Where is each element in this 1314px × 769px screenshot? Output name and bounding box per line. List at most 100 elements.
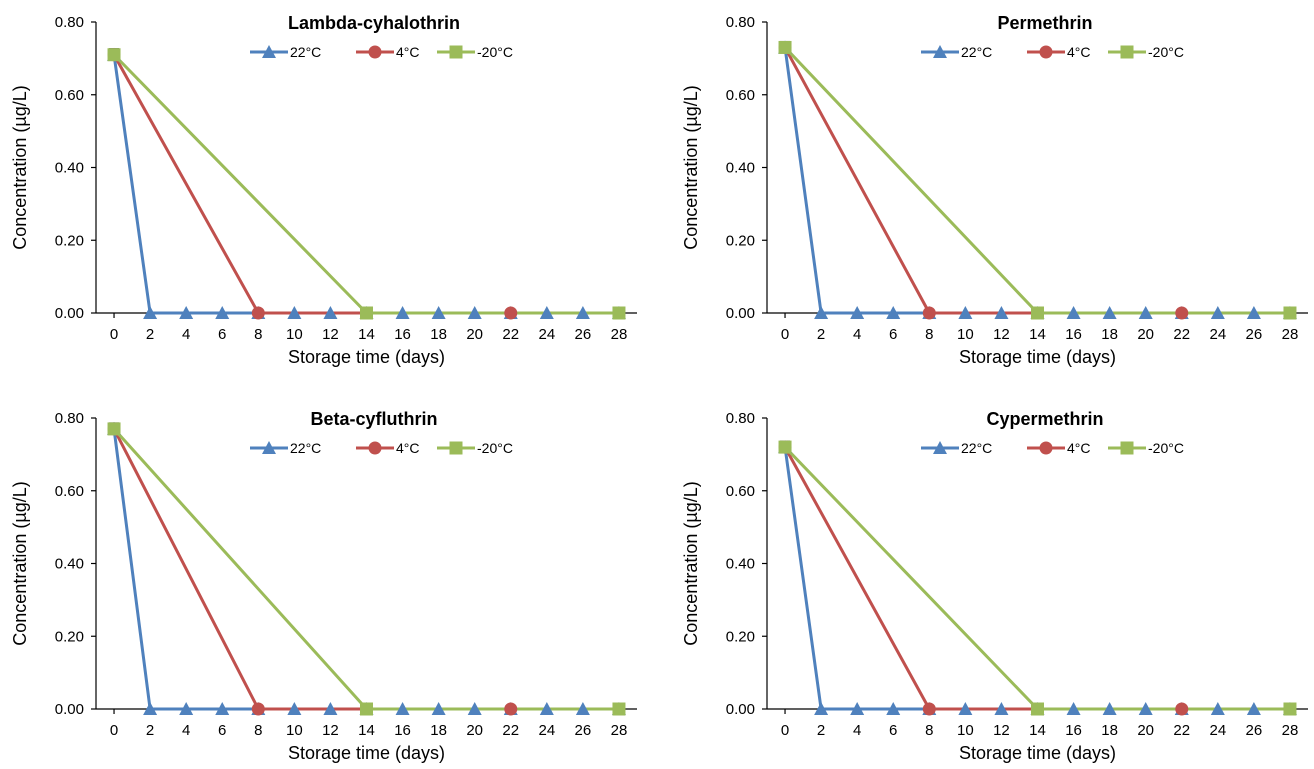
panel-title: Beta-cyfluthrin: [310, 409, 437, 429]
y-tick-label: 0.20: [55, 628, 84, 645]
data-point-s1-7: [994, 306, 1009, 319]
y-axis-title: Concentration (µg/L): [681, 481, 701, 645]
legend-item-3: -20°C: [1108, 440, 1184, 456]
legend-label: 22°C: [961, 440, 992, 456]
x-tick-label: 8: [254, 326, 262, 343]
x-tick-label: 6: [218, 722, 226, 739]
y-tick-label: 0.00: [726, 701, 755, 718]
data-point-s1-9: [1066, 306, 1081, 319]
y-tick-label: 0.80: [55, 14, 84, 31]
legend-marker: [1120, 441, 1134, 455]
series-line-1: [783, 446, 1290, 711]
x-tick-label: 20: [466, 722, 483, 739]
legend-marker: [449, 45, 463, 59]
legend-item-3: -20°C: [437, 44, 513, 60]
x-tick-label: 12: [993, 326, 1010, 343]
x-tick-label: 12: [993, 722, 1010, 739]
x-tick-label: 18: [430, 722, 447, 739]
series-line-3: [112, 53, 619, 315]
series-line-2: [783, 46, 1182, 315]
x-tick-label: 24: [538, 326, 555, 343]
series-line-2: [783, 446, 1182, 711]
legend-item-1: 22°C: [250, 44, 321, 60]
y-tick-label: 0.80: [55, 410, 84, 427]
data-point-s2-2: [922, 702, 936, 716]
panel-title: Cypermethrin: [986, 409, 1103, 429]
legend-label: 4°C: [1067, 440, 1091, 456]
legend-item-2: 4°C: [356, 44, 420, 60]
x-axis-title: Storage time (days): [288, 347, 445, 367]
data-point-s1-10: [431, 306, 446, 319]
data-point-s1-3: [850, 702, 865, 715]
legend-marker: [933, 441, 947, 454]
x-tick-label: 12: [322, 326, 339, 343]
x-tick-label: 16: [1065, 326, 1082, 343]
x-axis-title: Storage time (days): [959, 347, 1116, 367]
data-point-s1-10: [1102, 702, 1117, 715]
x-tick-label: 20: [466, 326, 483, 343]
y-tick-label: 0.60: [726, 87, 755, 104]
data-point-s3-1: [778, 40, 792, 54]
data-point-s2-2: [251, 702, 265, 716]
x-tick-label: 0: [110, 326, 118, 343]
x-tick-label: 6: [218, 326, 226, 343]
data-point-s1-7: [323, 306, 338, 319]
x-tick-label: 14: [358, 326, 375, 343]
data-point-s1-14: [1246, 702, 1261, 715]
data-point-s1-3: [179, 702, 194, 715]
data-point-s1-13: [539, 306, 554, 319]
series-line-3: [112, 427, 619, 711]
legend-label: 22°C: [961, 44, 992, 60]
data-point-s1-7: [994, 702, 1009, 715]
x-tick-label: 26: [575, 326, 592, 343]
x-tick-label: 24: [1209, 722, 1226, 739]
y-tick-label: 0.00: [55, 701, 84, 718]
x-tick-label: 22: [1173, 326, 1190, 343]
data-point-s3-3: [1283, 702, 1297, 716]
data-point-s1-13: [539, 702, 554, 715]
x-tick-label: 20: [1137, 326, 1154, 343]
x-tick-label: 28: [611, 326, 628, 343]
data-point-s1-6: [958, 306, 973, 319]
data-point-s1-11: [1138, 702, 1153, 715]
x-tick-label: 2: [146, 722, 154, 739]
legend-label: 22°C: [290, 440, 321, 456]
y-tick-label: 0.40: [726, 160, 755, 177]
y-tick-label: 0.40: [55, 160, 84, 177]
x-tick-label: 10: [286, 722, 303, 739]
x-tick-label: 2: [817, 326, 825, 343]
x-tick-label: 14: [358, 722, 375, 739]
panel-title: Permethrin: [997, 13, 1092, 33]
data-point-s1-10: [431, 702, 446, 715]
x-tick-label: 4: [182, 326, 190, 343]
data-point-s1-6: [287, 702, 302, 715]
y-axis-title: Concentration (µg/L): [10, 481, 30, 645]
data-point-s1-11: [467, 702, 482, 715]
data-point-s1-2: [814, 306, 829, 319]
legend: 22°C 4°C -20°C: [250, 44, 513, 60]
y-axis-title: Concentration (µg/L): [10, 85, 30, 249]
x-tick-label: 14: [1029, 326, 1046, 343]
data-point-s3-1: [107, 48, 121, 62]
legend-label: 22°C: [290, 44, 321, 60]
panel-title: Lambda-cyhalothrin: [288, 13, 460, 33]
x-tick-label: 14: [1029, 722, 1046, 739]
x-tick-label: 18: [1101, 722, 1118, 739]
data-point-s1-14: [1246, 306, 1261, 319]
x-tick-label: 16: [394, 722, 411, 739]
legend-marker: [368, 441, 382, 455]
x-tick-label: 0: [781, 326, 789, 343]
x-tick-label: 8: [925, 326, 933, 343]
legend-item-3: -20°C: [1108, 44, 1184, 60]
y-tick-label: 0.00: [55, 305, 84, 322]
legend-item-2: 4°C: [1027, 440, 1091, 456]
chart-panel-1: 0.000.200.400.600.800 2 4 6 8 10 12 14 16 18 20 22 2…: [10, 13, 637, 367]
x-tick-label: 0: [110, 722, 118, 739]
chart-panel-3: 0.000.200.400.600.800 2 4 6 8 10 12 14 16 18 20 22 2…: [10, 409, 637, 763]
x-tick-label: 8: [925, 722, 933, 739]
x-tick-label: 10: [957, 722, 974, 739]
data-point-s1-2: [814, 702, 829, 715]
x-tick-label: 10: [957, 326, 974, 343]
data-point-s1-7: [323, 702, 338, 715]
